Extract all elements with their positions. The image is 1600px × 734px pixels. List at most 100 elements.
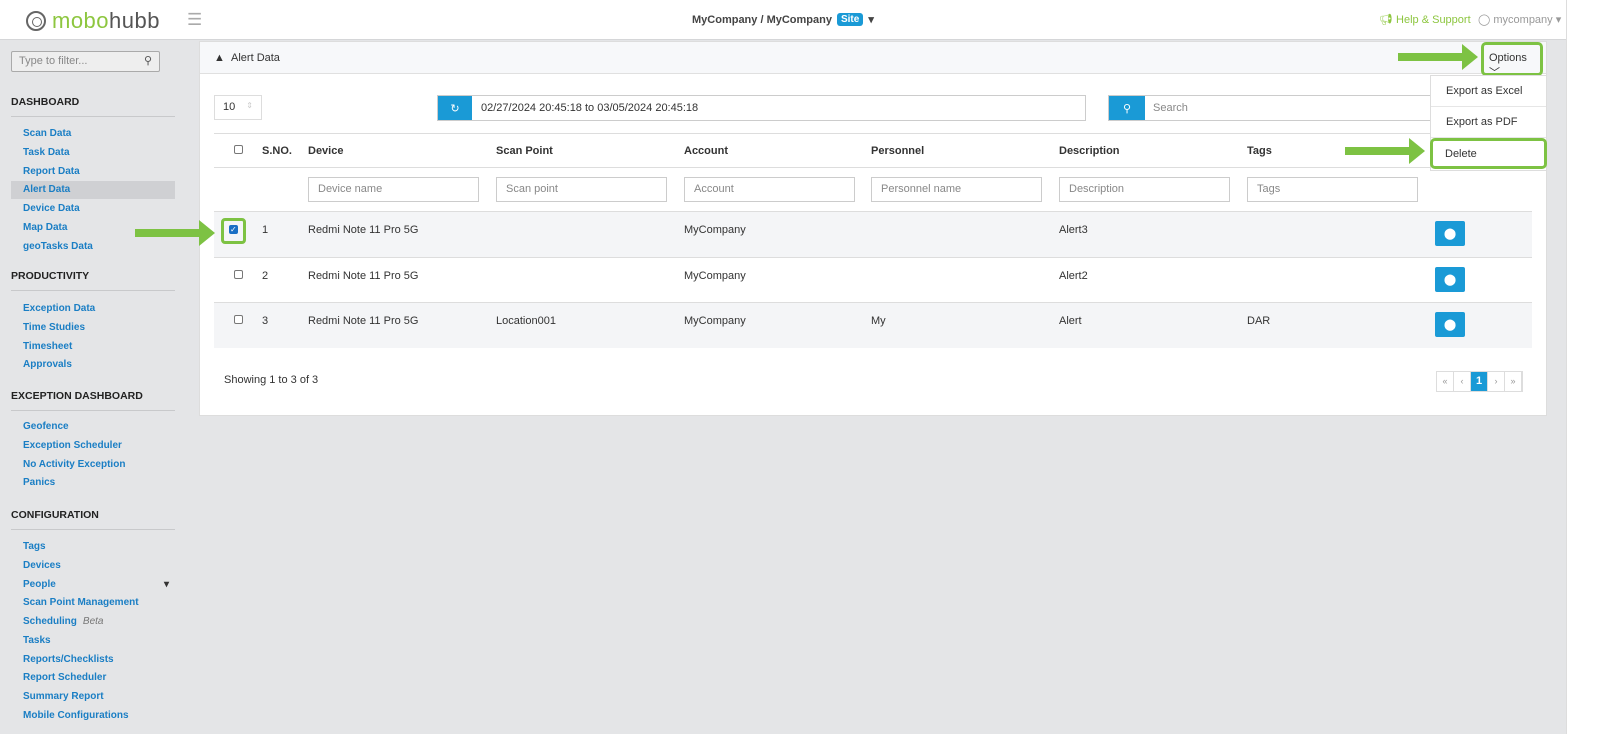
caret-down-icon: ▾ [868, 14, 874, 26]
row-checkbox[interactable] [233, 315, 243, 324]
sidebar-section-title: EXCEPTION DASHBOARD [11, 390, 175, 411]
row-checkbox[interactable] [233, 269, 243, 279]
sidebar-filter-input[interactable]: Type to filter... ⚲ [11, 51, 160, 72]
table-row[interactable]: 3 Redmi Note 11 Pro 5G Location001 MyCompan… [214, 302, 1532, 348]
cell-tags: DAR [1247, 302, 1435, 348]
account-filter[interactable]: Account [684, 177, 855, 202]
menu-toggle-icon[interactable]: ☰ [187, 10, 203, 29]
sidebar-item-timesheet[interactable]: Timesheet [11, 338, 175, 356]
sidebar-item-label: Timesheet [23, 340, 73, 352]
logo[interactable]: mobo hubb [26, 8, 160, 34]
sidebar-item-label: Summary Report [23, 691, 104, 702]
help-label: Help & Support [1396, 14, 1471, 26]
sidebar-item-label: Approvals [23, 359, 72, 371]
sidebar-item-approvals[interactable]: Approvals [11, 356, 175, 374]
pager-button[interactable]: » [1505, 372, 1522, 391]
col-description[interactable]: Description [1059, 133, 1247, 168]
map-pin-button[interactable]: ⬤ [1435, 266, 1465, 292]
arrow-annotation-delete [1345, 138, 1425, 164]
date-range-picker[interactable]: ↻ 02/27/2024 20:45:18 to 03/05/2024 20:45… [437, 95, 1086, 121]
sidebar-item-map-data[interactable]: Map Data [11, 219, 175, 237]
col-device[interactable]: Device [308, 133, 496, 168]
pagination: «‹ 1 ›» [1436, 371, 1523, 392]
scan-point-filter[interactable]: Scan point [496, 177, 667, 202]
cell-scan-point [496, 211, 684, 257]
logo-text-a: mobo [52, 8, 110, 33]
sidebar-item-alert-data[interactable]: Alert Data [11, 181, 175, 200]
cell-description: Alert [1059, 302, 1247, 348]
logo-icon [26, 11, 46, 31]
description-filter[interactable]: Description [1059, 177, 1230, 202]
tags-filter[interactable]: Tags [1247, 177, 1418, 202]
pager-button[interactable]: 1 [1471, 372, 1488, 391]
map-pin-button[interactable]: ⬤ [1435, 312, 1465, 337]
sidebar-item-scheduling[interactable]: Scheduling Beta [11, 613, 175, 631]
sidebar-item-mobile-configurations[interactable]: Mobile Configurations [11, 707, 175, 725]
cell-sno: 1 [262, 211, 308, 257]
col-personnel[interactable]: Personnel [871, 133, 1059, 168]
sidebar-item-time-studies[interactable]: Time Studies [11, 319, 175, 337]
sidebar-item-geofence[interactable]: Geofence [11, 418, 175, 436]
megaphone-icon: 📢︎ [1379, 14, 1397, 26]
sidebar-item-tags[interactable]: Tags [11, 538, 175, 556]
sidebar-item-exception-scheduler[interactable]: Exception Scheduler [11, 437, 175, 455]
refresh-icon[interactable]: ↻ [438, 96, 472, 120]
export-excel-item[interactable]: Export as Excel [1431, 76, 1546, 107]
showing-info: Showing 1 to 3 of 3 [224, 374, 319, 386]
col-sno[interactable]: S.NO. [262, 133, 308, 168]
date-range-value: 02/27/2024 20:45:18 to 03/05/2024 20:45:… [481, 102, 699, 114]
panel-header: ▲ Alert Data Options ﹀ [200, 42, 1546, 79]
pager-button[interactable]: ‹ [1454, 372, 1471, 391]
sidebar-item-scan-data[interactable]: Scan Data [11, 125, 175, 143]
help-support-link[interactable]: 📢︎ Help & Support [1379, 13, 1471, 26]
sidebar-item-panics[interactable]: Panics [11, 474, 175, 492]
caret-down-icon[interactable]: ▾ [163, 578, 169, 590]
table-row[interactable]: 2 Redmi Note 11 Pro 5G MyCompany Alert2 ⬤ [214, 256, 1532, 303]
delete-item[interactable]: Delete [1430, 138, 1547, 169]
sidebar-item-label: Scan Point Management [23, 597, 139, 609]
sidebar-item-people[interactable]: People ▾ [11, 576, 175, 594]
sidebar-item-geotasks-data[interactable]: geoTasks Data [11, 238, 175, 256]
sidebar-item-no-activity-exception[interactable]: No Activity Exception [11, 456, 175, 474]
sidebar-item-summary-report[interactable]: Summary Report [11, 688, 175, 706]
col-scan-point[interactable]: Scan Point [496, 133, 684, 168]
sidebar-item-label: Task Data [23, 146, 70, 158]
cell-personnel: My [871, 302, 1059, 348]
personnel-filter[interactable]: Personnel name [871, 177, 1042, 202]
sidebar-item-exception-data[interactable]: Exception Data [11, 300, 175, 318]
options-button[interactable]: Options ﹀ [1481, 42, 1543, 79]
sidebar-item-label: Exception Scheduler [23, 439, 122, 451]
highlight-box [221, 218, 246, 244]
search-field[interactable]: ⚲ Search [1108, 95, 1438, 121]
select-all-checkbox[interactable] [233, 144, 243, 154]
export-pdf-item[interactable]: Export as PDF [1431, 107, 1546, 138]
sidebar-item-tasks[interactable]: Tasks [11, 632, 175, 650]
sidebar-item-scan-point-management[interactable]: Scan Point Management [11, 594, 175, 612]
user-menu[interactable]: ◯ mycompany ▾ [1478, 14, 1562, 26]
options-menu: Export as Excel Export as PDF Delete [1430, 75, 1547, 171]
map-pin-button[interactable]: ⬤ [1435, 221, 1465, 246]
page-size-select[interactable]: 10 ⇕ [214, 95, 262, 120]
scrollbar[interactable] [1566, 0, 1600, 734]
device-filter[interactable]: Device name [308, 177, 479, 202]
cell-scan-point [496, 256, 684, 303]
spinner-icon: ⇕ [246, 101, 253, 110]
row-checkbox[interactable] [229, 225, 238, 234]
beta-badge: Beta [82, 616, 104, 627]
pager-button[interactable]: › [1488, 372, 1505, 391]
sidebar-item-reports-checklists[interactable]: Reports/Checklists [11, 651, 175, 669]
search-button-icon[interactable]: ⚲ [1109, 96, 1145, 120]
sidebar-item-report-data[interactable]: Report Data [11, 163, 175, 181]
logo-text-b: hubb [109, 8, 160, 33]
sidebar-item-task-data[interactable]: Task Data [11, 144, 175, 162]
sidebar-item-report-scheduler[interactable]: Report Scheduler [11, 669, 175, 687]
pager-button[interactable]: « [1437, 372, 1454, 391]
sidebar-item-label: Time Studies [23, 321, 86, 333]
sidebar-item-device-data[interactable]: Device Data [11, 200, 175, 218]
company-selector[interactable]: MyCompany / MyCompany Site ▾ [692, 13, 874, 26]
alert-data-panel: ▲ Alert Data Options ﹀ 10 ⇕ ↻ 02/27/2024 2… [199, 41, 1547, 416]
sidebar-item-label: Scan Data [23, 128, 72, 139]
sidebar-item-devices[interactable]: Devices [11, 557, 175, 575]
col-account[interactable]: Account [684, 133, 871, 168]
